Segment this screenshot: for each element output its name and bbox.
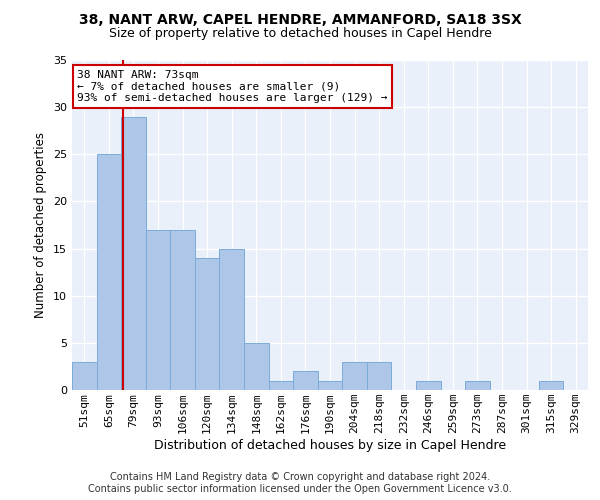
Bar xyxy=(121,116,146,390)
Bar xyxy=(342,362,367,390)
Text: 38, NANT ARW, CAPEL HENDRE, AMMANFORD, SA18 3SX: 38, NANT ARW, CAPEL HENDRE, AMMANFORD, S… xyxy=(79,12,521,26)
Bar xyxy=(72,362,97,390)
Text: Contains HM Land Registry data © Crown copyright and database right 2024.: Contains HM Land Registry data © Crown c… xyxy=(110,472,490,482)
Text: Size of property relative to detached houses in Capel Hendre: Size of property relative to detached ho… xyxy=(109,28,491,40)
Bar xyxy=(220,248,244,390)
Bar xyxy=(367,362,391,390)
Bar xyxy=(318,380,342,390)
Bar xyxy=(195,258,220,390)
Bar xyxy=(170,230,195,390)
Bar xyxy=(146,230,170,390)
Bar xyxy=(97,154,121,390)
Bar xyxy=(465,380,490,390)
Bar xyxy=(293,371,318,390)
Y-axis label: Number of detached properties: Number of detached properties xyxy=(34,132,47,318)
X-axis label: Distribution of detached houses by size in Capel Hendre: Distribution of detached houses by size … xyxy=(154,439,506,452)
Bar xyxy=(269,380,293,390)
Text: Contains public sector information licensed under the Open Government Licence v3: Contains public sector information licen… xyxy=(88,484,512,494)
Bar xyxy=(539,380,563,390)
Text: 38 NANT ARW: 73sqm
← 7% of detached houses are smaller (9)
93% of semi-detached : 38 NANT ARW: 73sqm ← 7% of detached hous… xyxy=(77,70,388,103)
Bar xyxy=(416,380,440,390)
Bar xyxy=(244,343,269,390)
